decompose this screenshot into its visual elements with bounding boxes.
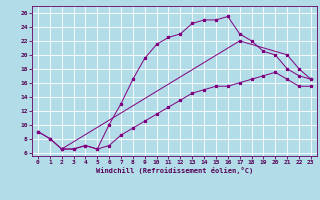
X-axis label: Windchill (Refroidissement éolien,°C): Windchill (Refroidissement éolien,°C) [96,167,253,174]
